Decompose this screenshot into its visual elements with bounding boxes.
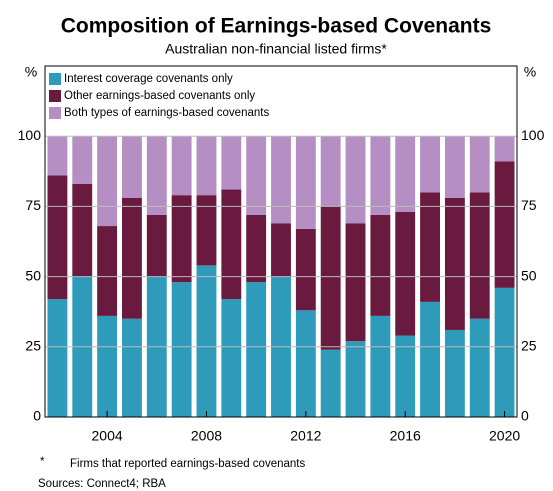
y-tick-label: 50 xyxy=(25,267,41,283)
bar-segment xyxy=(345,223,366,342)
y2-tick-label: 50 xyxy=(521,267,537,283)
x-tick-label: 2004 xyxy=(92,428,123,444)
bar-segment xyxy=(72,136,93,184)
legend-label: Other earnings-based covenants only xyxy=(64,90,255,102)
y2-unit: % xyxy=(524,64,536,80)
bar-segment xyxy=(47,136,68,176)
bar-segment xyxy=(221,299,242,417)
y-tick-label: 100 xyxy=(18,127,42,143)
legend-swatch xyxy=(49,73,61,85)
bar-segment xyxy=(72,183,93,277)
y2-tick-label: 100 xyxy=(521,127,545,143)
y-tick-label: 0 xyxy=(33,408,41,424)
y-unit: % xyxy=(25,64,37,80)
bar-segment xyxy=(370,136,391,215)
chart-subtitle: Australian non-financial listed firms* xyxy=(165,41,387,57)
footnote-marker: * xyxy=(40,456,45,468)
bar-segment xyxy=(171,136,192,196)
bar-segment xyxy=(122,136,142,198)
bar-segment xyxy=(246,214,267,283)
y-tick-label: 25 xyxy=(25,338,41,354)
bar-segment xyxy=(494,136,515,162)
x-tick-label: 2012 xyxy=(290,428,321,444)
bar-segment xyxy=(444,197,465,330)
legend-swatch xyxy=(49,107,61,119)
bar-segment xyxy=(320,206,341,350)
bar-segment xyxy=(370,315,391,417)
bar-segment xyxy=(146,214,167,277)
bar-segment xyxy=(196,195,217,266)
bar-segment xyxy=(97,315,118,417)
bar-segment xyxy=(146,136,167,215)
bar-segment xyxy=(295,310,316,417)
bar-segment xyxy=(420,192,440,302)
bar-segment xyxy=(444,136,465,198)
bar-segment xyxy=(370,214,391,316)
bar-segment xyxy=(97,226,118,316)
bar-segment xyxy=(320,349,341,417)
bar-segment xyxy=(295,228,316,311)
bar-segment xyxy=(221,189,242,300)
y2-tick-label: 25 xyxy=(521,338,537,354)
x-tick-label: 2016 xyxy=(390,428,421,444)
bar-segment xyxy=(196,136,217,196)
chart-title: Composition of Earnings-based Covenants xyxy=(61,15,492,38)
bar-segment xyxy=(171,195,192,283)
bar-segment xyxy=(469,318,490,417)
bar-segment xyxy=(246,136,267,215)
legend-label: Interest coverage covenants only xyxy=(64,73,233,85)
bar-segment xyxy=(97,136,118,227)
footnote: Firms that reported earnings-based coven… xyxy=(70,458,305,470)
bar-segment xyxy=(345,136,366,224)
bar-segment xyxy=(295,136,316,229)
bar-segment xyxy=(271,223,291,277)
bar-segment xyxy=(196,265,217,417)
bar-segment xyxy=(47,299,68,417)
bar-segment xyxy=(345,341,366,417)
bar-segment xyxy=(420,301,440,417)
legend-label: Both types of earnings-based covenants xyxy=(64,107,269,119)
y2-tick-label: 75 xyxy=(521,197,537,213)
bar-segment xyxy=(122,197,142,319)
bar-segment xyxy=(395,212,416,336)
bar-segment xyxy=(469,192,490,319)
x-tick-label: 2020 xyxy=(489,428,520,444)
bar-segment xyxy=(444,329,465,417)
legend-swatch xyxy=(49,90,61,102)
bar-segment xyxy=(47,175,68,300)
bar-segment xyxy=(395,335,416,417)
bar-segment xyxy=(320,136,341,207)
y2-tick-label: 0 xyxy=(521,408,529,424)
bar-segment xyxy=(221,136,242,190)
y-tick-label: 75 xyxy=(25,197,41,213)
bar-segment xyxy=(271,136,291,224)
bar-segment xyxy=(494,287,515,417)
bar-segment xyxy=(395,136,416,213)
sources: Sources: Connect4; RBA xyxy=(38,478,166,490)
bar-segment xyxy=(171,282,192,417)
x-tick-label: 2008 xyxy=(191,428,222,444)
bar-segment xyxy=(469,136,490,193)
bar-segment xyxy=(122,318,142,417)
bar-segment xyxy=(246,282,267,417)
bar-segment xyxy=(494,161,515,288)
bar-segment xyxy=(420,136,440,193)
